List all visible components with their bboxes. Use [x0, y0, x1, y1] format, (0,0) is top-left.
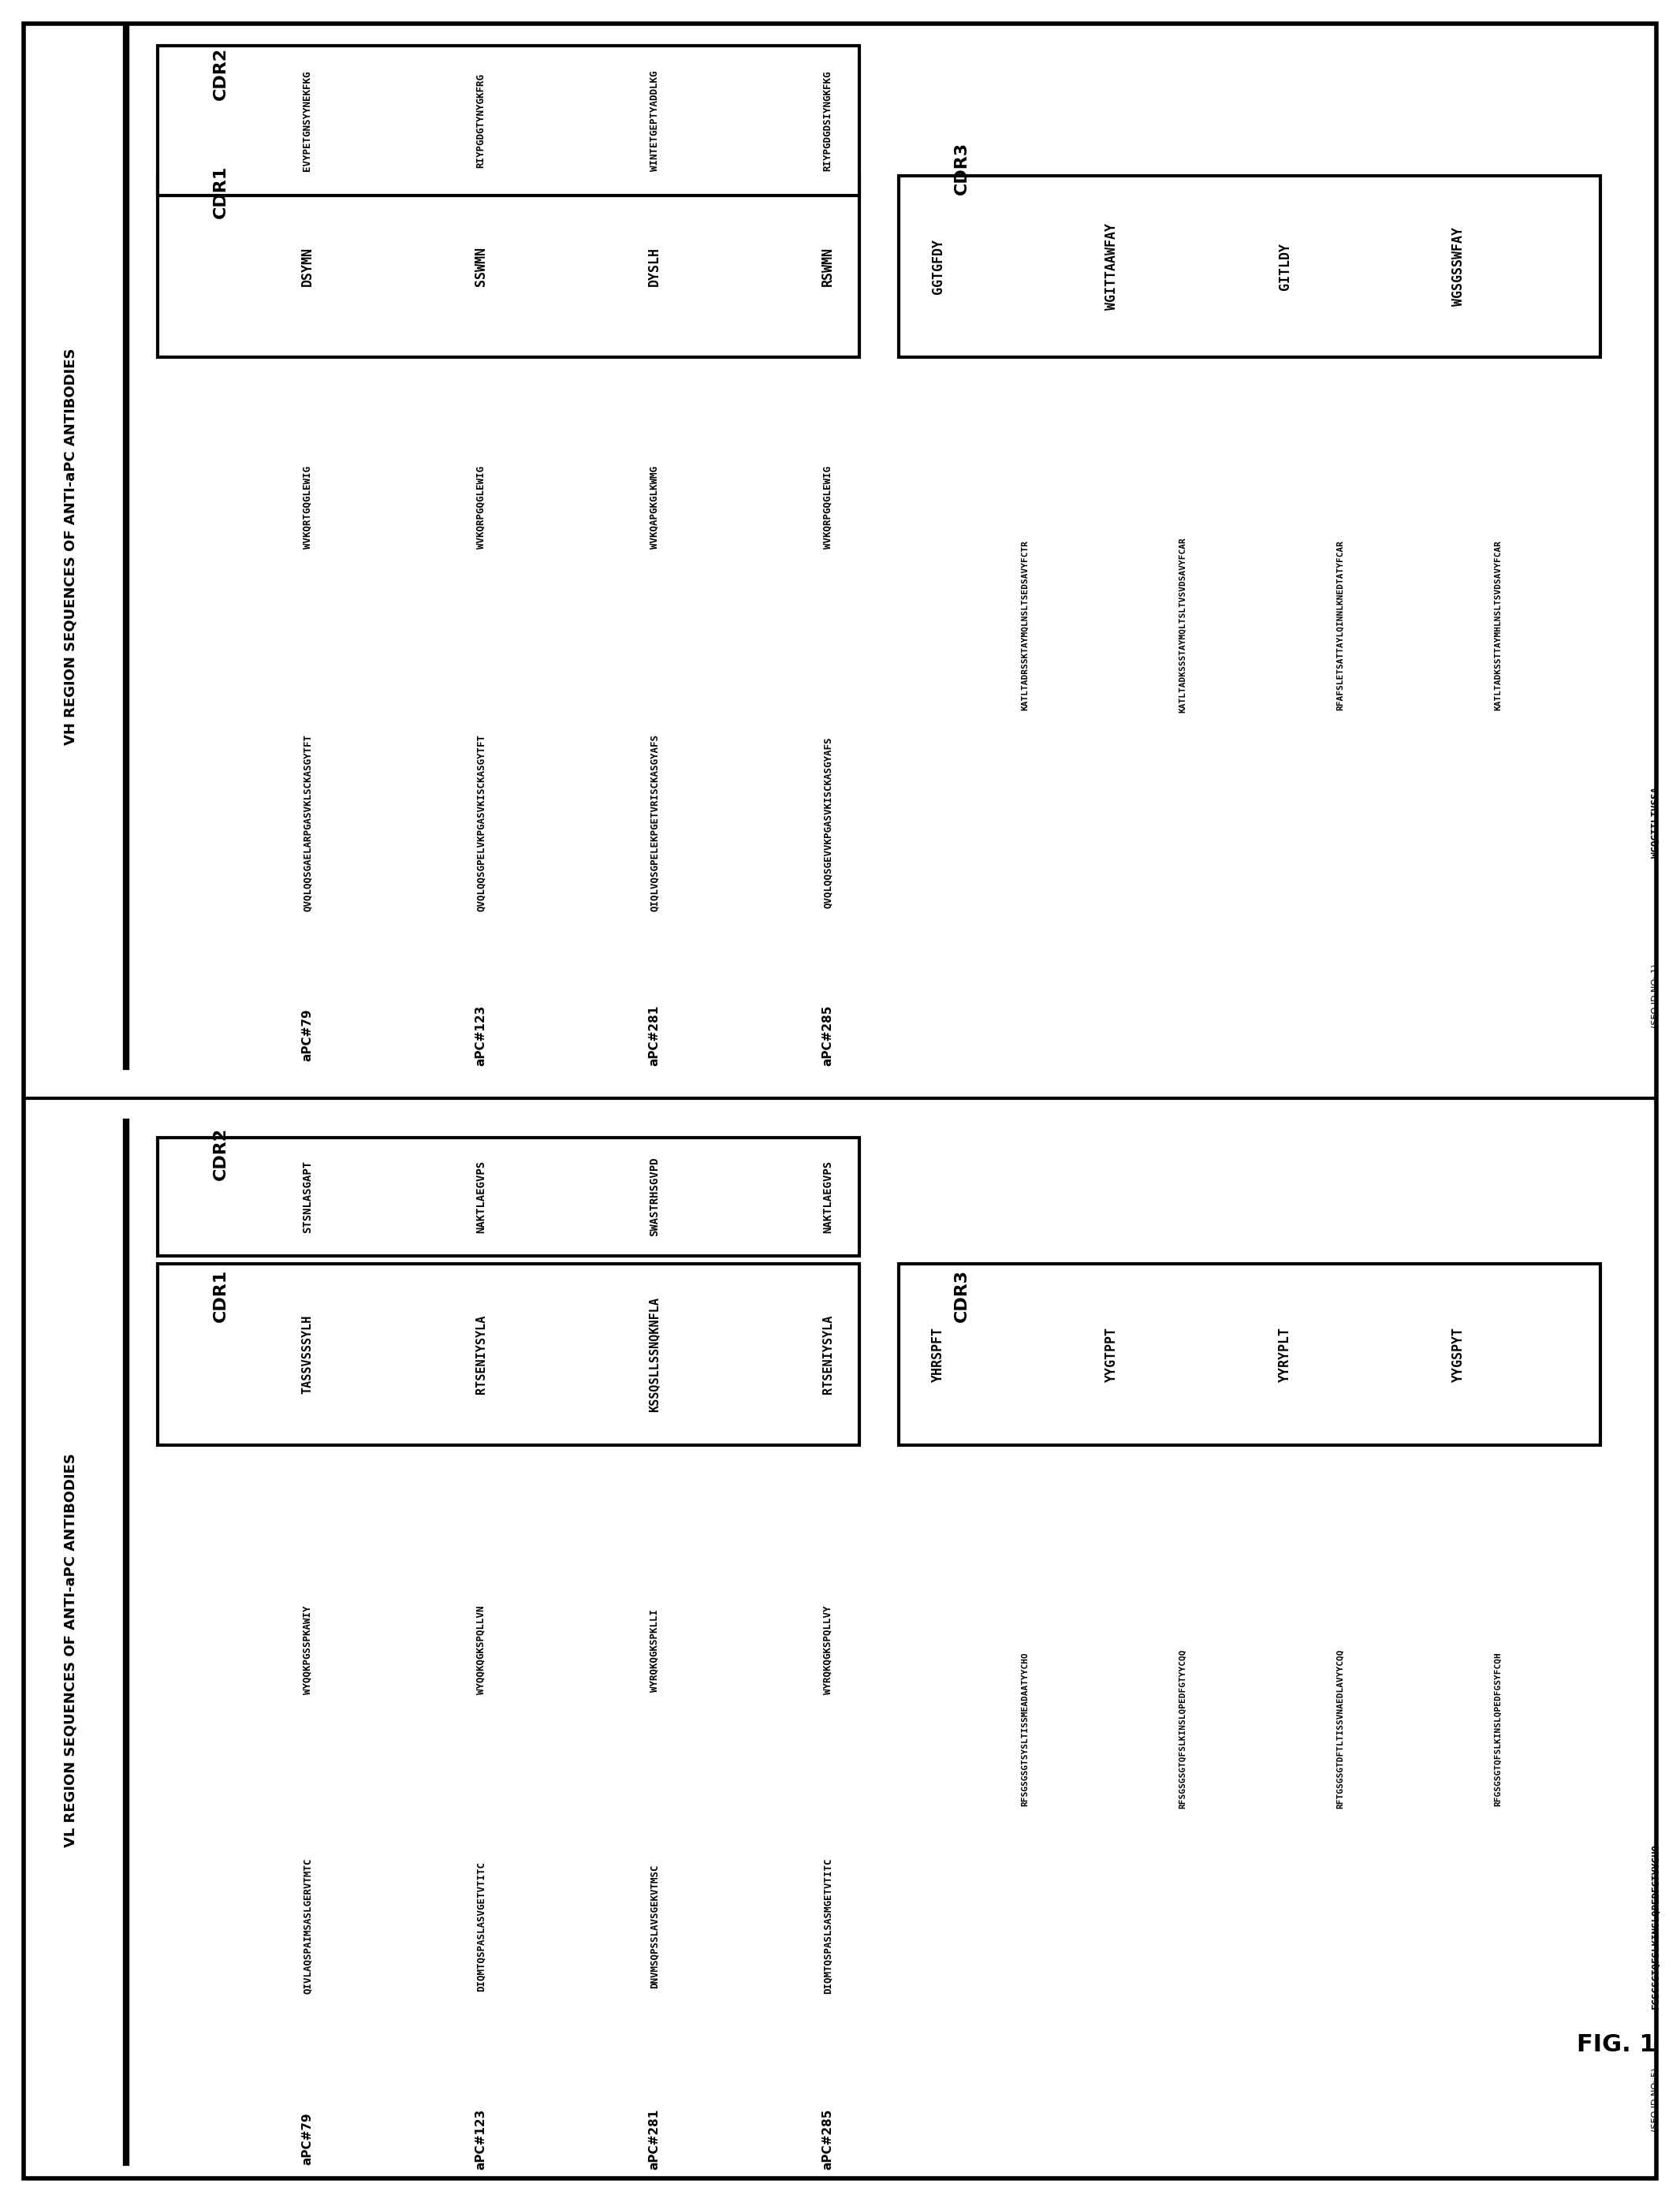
Text: KATLTADRSSKTAYMQLNSLTSEDSAVYFCTR: KATLTADRSSKTAYMQLNSLTSEDSAVYFCTR	[1021, 539, 1028, 711]
Text: WGITTAAWFAY: WGITTAAWFAY	[1104, 222, 1119, 310]
Text: WYRQKQGKSPQLLVY: WYRQKQGKSPQLLVY	[823, 1605, 833, 1696]
Bar	[899, 1264, 1601, 1445]
Text: DYSLH: DYSLH	[647, 247, 662, 286]
Text: WYQQKPGSSPKAWIY: WYQQKPGSSPKAWIY	[302, 1605, 312, 1696]
Text: aPC#281: aPC#281	[648, 1004, 660, 1066]
Text: CDR3: CDR3	[954, 141, 969, 194]
Text: CDR2: CDR2	[213, 46, 228, 99]
Bar	[158, 176, 858, 357]
Text: SWASTRHSGVPD: SWASTRHSGVPD	[648, 1158, 660, 1235]
Text: CDR2: CDR2	[213, 1127, 228, 1180]
Text: (SEQ ID NO: 5): (SEQ ID NO: 5)	[1651, 2068, 1660, 2132]
Text: aPC#281: aPC#281	[648, 2110, 660, 2169]
Text: RFAFSLETSATTAYLQINNLKNEDTATYFCAR: RFAFSLETSATTAYLQINNLKNEDTATYFCAR	[1336, 539, 1344, 711]
Text: TASSVSSSYLH: TASSVSSSYLH	[301, 1315, 314, 1394]
Text: RFTGSGSGTDFTLTISSVNAEDLAVYYCQQ: RFTGSGSGTDFTLTISSVNAEDLAVYYCQQ	[1336, 1649, 1344, 1808]
Text: RIYPGDGDSIYNGKFKG: RIYPGDGDSIYNGKFKG	[823, 70, 833, 172]
Text: aPC#123: aPC#123	[475, 1004, 487, 1066]
Text: GITLDY: GITLDY	[1278, 242, 1292, 291]
Text: NAKTLAEGVPS: NAKTLAEGVPS	[475, 1160, 487, 1233]
Text: CDR1: CDR1	[213, 165, 228, 218]
Text: WVKQRTGQGLEWIG: WVKQRTGQGLEWIG	[302, 465, 312, 548]
Text: WYRQKQGKSPKLLI: WYRQKQGKSPKLLI	[648, 1610, 660, 1691]
Text: RFGSGSGTQFSLKINSLQPEDFGSYFCQH: RFGSGSGTQFSLKINSLQPEDFGSYFCQH	[1494, 1652, 1502, 1806]
Text: STSNLASGAPT: STSNLASGAPT	[302, 1160, 312, 1233]
Text: WGSGSSWFAY: WGSGSSWFAY	[1452, 227, 1465, 306]
Text: FGSGSGTQFSLKINSLQPEDFGTYYCHO: FGSGSGTQFSLKINSLQPEDFGTYYCHO	[1650, 1843, 1662, 2008]
Text: VH REGION SEQUENCES OF ANTI-aPC ANTIBODIES: VH REGION SEQUENCES OF ANTI-aPC ANTIBODI…	[64, 348, 77, 744]
Text: WGQGTTLTVSSA: WGQGTTLTVSSA	[1650, 786, 1662, 859]
Bar	[158, 1264, 858, 1445]
Text: YYGTPPT: YYGTPPT	[1104, 1328, 1119, 1383]
Text: WVKQRPGQGLEWIG: WVKQRPGQGLEWIG	[475, 465, 486, 548]
Bar	[158, 46, 858, 196]
Text: EVYPETGNSYYNEKFKG: EVYPETGNSYYNEKFKG	[302, 70, 312, 172]
Text: aPC#123: aPC#123	[475, 2110, 487, 2169]
Text: CDR1: CDR1	[213, 1268, 228, 1321]
Text: WINTETGEPTYADDLKG: WINTETGEPTYADDLKG	[648, 70, 660, 172]
Text: RIYPGDGTYNYGKFRG: RIYPGDGTYNYGKFRG	[475, 73, 486, 167]
Bar	[899, 176, 1601, 357]
Text: WVKQAPGKGLKWMG: WVKQAPGKGLKWMG	[648, 465, 660, 548]
Text: QVQLQQSGEVVKPGASVKISCKASGYAFS: QVQLQQSGEVVKPGASVKISCKASGYAFS	[823, 735, 833, 907]
Text: QIVLAQSPAIMSASLGERVTMTC: QIVLAQSPAIMSASLGERVTMTC	[302, 1858, 312, 1995]
Text: QIQLVQSGPELEKPGETVRISCKASGYAFS: QIQLVQSGPELEKPGETVRISCKASGYAFS	[648, 733, 660, 912]
Text: KATLTADKSSTTAYMHLNSLTSVDSAVYFCAR: KATLTADKSSTTAYMHLNSLTSVDSAVYFCAR	[1494, 539, 1502, 711]
Text: YYRYPLT: YYRYPLT	[1278, 1328, 1292, 1383]
Text: (SEQ ID NO: 1): (SEQ ID NO: 1)	[1651, 964, 1660, 1028]
Text: RFSGSGSGTQFSLKINSLQPEDFGTYYCQQ: RFSGSGSGTQFSLKINSLQPEDFGTYYCQQ	[1179, 1649, 1186, 1808]
Text: FIG. 1: FIG. 1	[1576, 2032, 1656, 2057]
Text: QVQLQQSGAELARPGASVKLSCKASGYTFT: QVQLQQSGAELARPGASVKLSCKASGYTFT	[302, 733, 312, 912]
Text: aPC#285: aPC#285	[822, 2110, 833, 2169]
Text: GGTGFDY: GGTGFDY	[931, 238, 946, 295]
Text: YHRSPFT: YHRSPFT	[931, 1328, 946, 1383]
Text: QVQLQQSGPELVKPGASVKISCKASGYTFT: QVQLQQSGPELVKPGASVKISCKASGYTFT	[475, 733, 486, 912]
Text: NAKTLAEGVPS: NAKTLAEGVPS	[822, 1160, 833, 1233]
Text: WYQQKQGKSPQLLVN: WYQQKQGKSPQLLVN	[475, 1605, 486, 1696]
Text: RSWMN: RSWMN	[822, 247, 835, 286]
Text: SSWMN: SSWMN	[474, 247, 487, 286]
Text: YYGSPYT: YYGSPYT	[1452, 1328, 1465, 1383]
Text: CDR3: CDR3	[954, 1268, 969, 1321]
Text: DSYMN: DSYMN	[301, 247, 314, 286]
Text: VL REGION SEQUENCES OF ANTI-aPC ANTIBODIES: VL REGION SEQUENCES OF ANTI-aPC ANTIBODI…	[64, 1453, 77, 1847]
Text: WVKQRPGQGLEWIG: WVKQRPGQGLEWIG	[823, 465, 833, 548]
Text: aPC#79: aPC#79	[301, 2112, 314, 2165]
Text: aPC#285: aPC#285	[822, 1004, 833, 1066]
Text: aPC#79: aPC#79	[301, 1009, 314, 1061]
Text: DIQMTQSPASLASVGETVTITC: DIQMTQSPASLASVGETVTITC	[475, 1861, 486, 1991]
Text: DNVMSQPSSLAVSGEKVTMSC: DNVMSQPSSLAVSGEKVTMSC	[648, 1863, 660, 1988]
Text: RTSENIYSYLA: RTSENIYSYLA	[475, 1315, 487, 1394]
Text: RTSENIYSYLA: RTSENIYSYLA	[822, 1315, 833, 1394]
Text: DIQMTQSPASLSASMGETVTITC: DIQMTQSPASLSASMGETVTITC	[823, 1858, 833, 1995]
Bar	[158, 1138, 858, 1255]
Text: KATLTADKSSSTAYMQLTSLTVSVDSAVYFCAR: KATLTADKSSSTAYMQLTSLTVSVDSAVYFCAR	[1179, 537, 1186, 713]
Text: RFSGSGSGTSYSLTISSMEADAATYYCHO: RFSGSGSGTSYSLTISSMEADAATYYCHO	[1021, 1652, 1028, 1806]
Text: KSSQSLLSSNQKNFLA: KSSQSLLSSNQKNFLA	[648, 1297, 660, 1411]
